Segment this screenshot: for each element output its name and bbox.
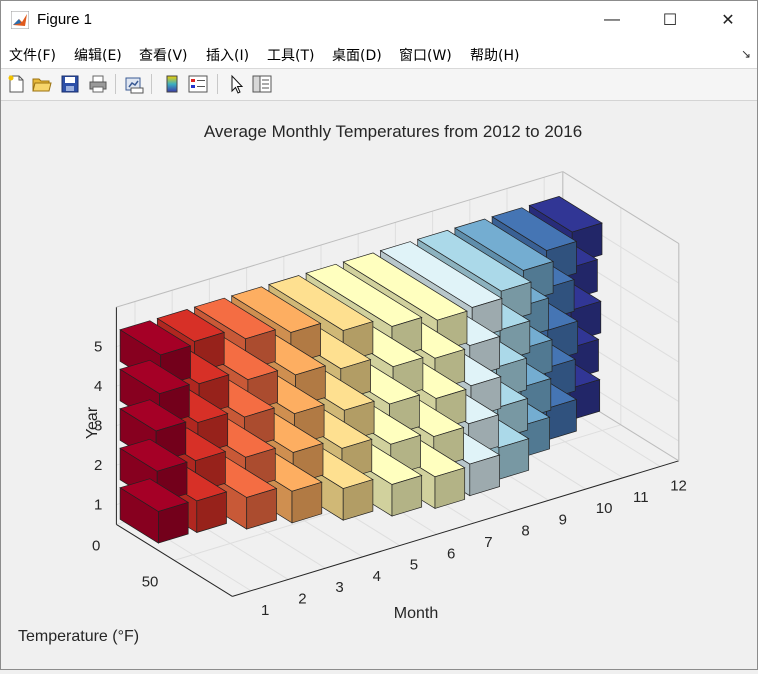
bar-month-1-year-3 xyxy=(119,399,187,464)
print-icon[interactable] xyxy=(87,73,109,95)
x-tick-label: 7 xyxy=(484,534,492,551)
bar-face xyxy=(342,479,374,521)
z-tick-label: 50 xyxy=(142,573,159,590)
z-axis-label: Temperature (°F) xyxy=(18,628,139,645)
close-icon: ✕ xyxy=(721,12,735,29)
x-tick-label: 3 xyxy=(335,579,343,596)
menu-desktop[interactable]: 桌面(D) xyxy=(332,48,382,64)
x-axis-line xyxy=(232,460,679,597)
menu-window[interactable]: 窗口(W) xyxy=(399,48,452,64)
menu-tools[interactable]: 工具(T) xyxy=(267,48,315,64)
menu-file[interactable]: 文件(F) xyxy=(9,48,56,64)
toolbar-separator xyxy=(217,74,218,94)
x-tick-label: 12 xyxy=(670,477,687,494)
bar-face xyxy=(246,488,277,530)
box-edge xyxy=(116,171,563,308)
x-tick-label: 2 xyxy=(298,590,306,607)
title-bar: Figure 1 — ☐ ✕ xyxy=(1,1,757,39)
maximize-icon: ☐ xyxy=(662,12,678,29)
y-tick-label: 5 xyxy=(94,339,102,356)
toolbar-separator xyxy=(151,74,152,94)
x-tick-label: 9 xyxy=(559,511,567,528)
minimize-icon: — xyxy=(604,11,620,28)
property-inspector-icon[interactable] xyxy=(251,73,273,95)
maximize-button[interactable]: ☐ xyxy=(641,1,699,39)
dock-arrow-icon[interactable]: ↘ xyxy=(740,47,751,61)
bar-face xyxy=(469,454,500,497)
insert-legend-icon[interactable] xyxy=(187,73,209,95)
bars-group xyxy=(119,196,603,544)
close-button[interactable]: ✕ xyxy=(699,1,757,39)
open-file-icon[interactable] xyxy=(31,73,53,95)
z-axis-line xyxy=(116,523,233,597)
box-edge xyxy=(562,171,680,244)
save-icon[interactable] xyxy=(59,73,81,95)
menu-edit[interactable]: 编辑(E) xyxy=(74,48,122,64)
menu-view[interactable]: 查看(V) xyxy=(139,48,188,64)
insert-colorbar-icon[interactable] xyxy=(161,73,183,95)
x-tick-label: 4 xyxy=(373,568,381,585)
y-axis-label: Year xyxy=(84,406,101,439)
bar-face xyxy=(434,467,466,509)
x-tick-label: 8 xyxy=(521,523,529,540)
bar-month-1-year-1 xyxy=(119,478,190,544)
bar-face xyxy=(391,475,423,517)
menu-insert[interactable]: 插入(I) xyxy=(206,48,250,64)
z-tick-label: 0 xyxy=(92,537,100,554)
y-tick-label: 1 xyxy=(94,497,102,514)
window-title: Figure 1 xyxy=(37,11,93,28)
menu-help[interactable]: 帮助(H) xyxy=(470,48,520,64)
x-tick-label: 1 xyxy=(261,602,269,619)
matlab-logo-icon xyxy=(11,11,29,29)
new-figure-icon[interactable] xyxy=(5,73,27,95)
bar-face xyxy=(158,501,189,544)
plot-area[interactable]: 1 2 3 4 5 1 2 3 4 5 6 7 8 9 10 11 12 0 50 Average Monthly … xyxy=(1,101,757,669)
link-plot-icon[interactable] xyxy=(123,73,145,95)
x-tick-label: 6 xyxy=(447,545,455,562)
minimize-button[interactable]: — xyxy=(583,1,641,39)
menu-bar: 文件(F) 编辑(E) 查看(V) 插入(I) 工具(T) 桌面(D) 窗口(W… xyxy=(1,39,757,69)
x-tick-label: 10 xyxy=(596,500,613,517)
y-tick-label: 2 xyxy=(94,457,102,474)
bar-face xyxy=(196,491,227,533)
toolbar-separator xyxy=(115,74,116,94)
x-tick-label: 11 xyxy=(633,489,649,506)
y-tick-label: 3 xyxy=(94,418,102,435)
chart-title: Average Monthly Temperatures from 2012 t… xyxy=(204,122,582,141)
y-tick-label: 4 xyxy=(94,378,102,395)
figure-toolbar xyxy=(1,69,757,101)
x-axis-label: Month xyxy=(394,605,438,622)
x-tick-label: 5 xyxy=(410,557,418,574)
bar-face xyxy=(291,481,323,524)
edit-plot-arrow-icon[interactable] xyxy=(225,73,247,95)
